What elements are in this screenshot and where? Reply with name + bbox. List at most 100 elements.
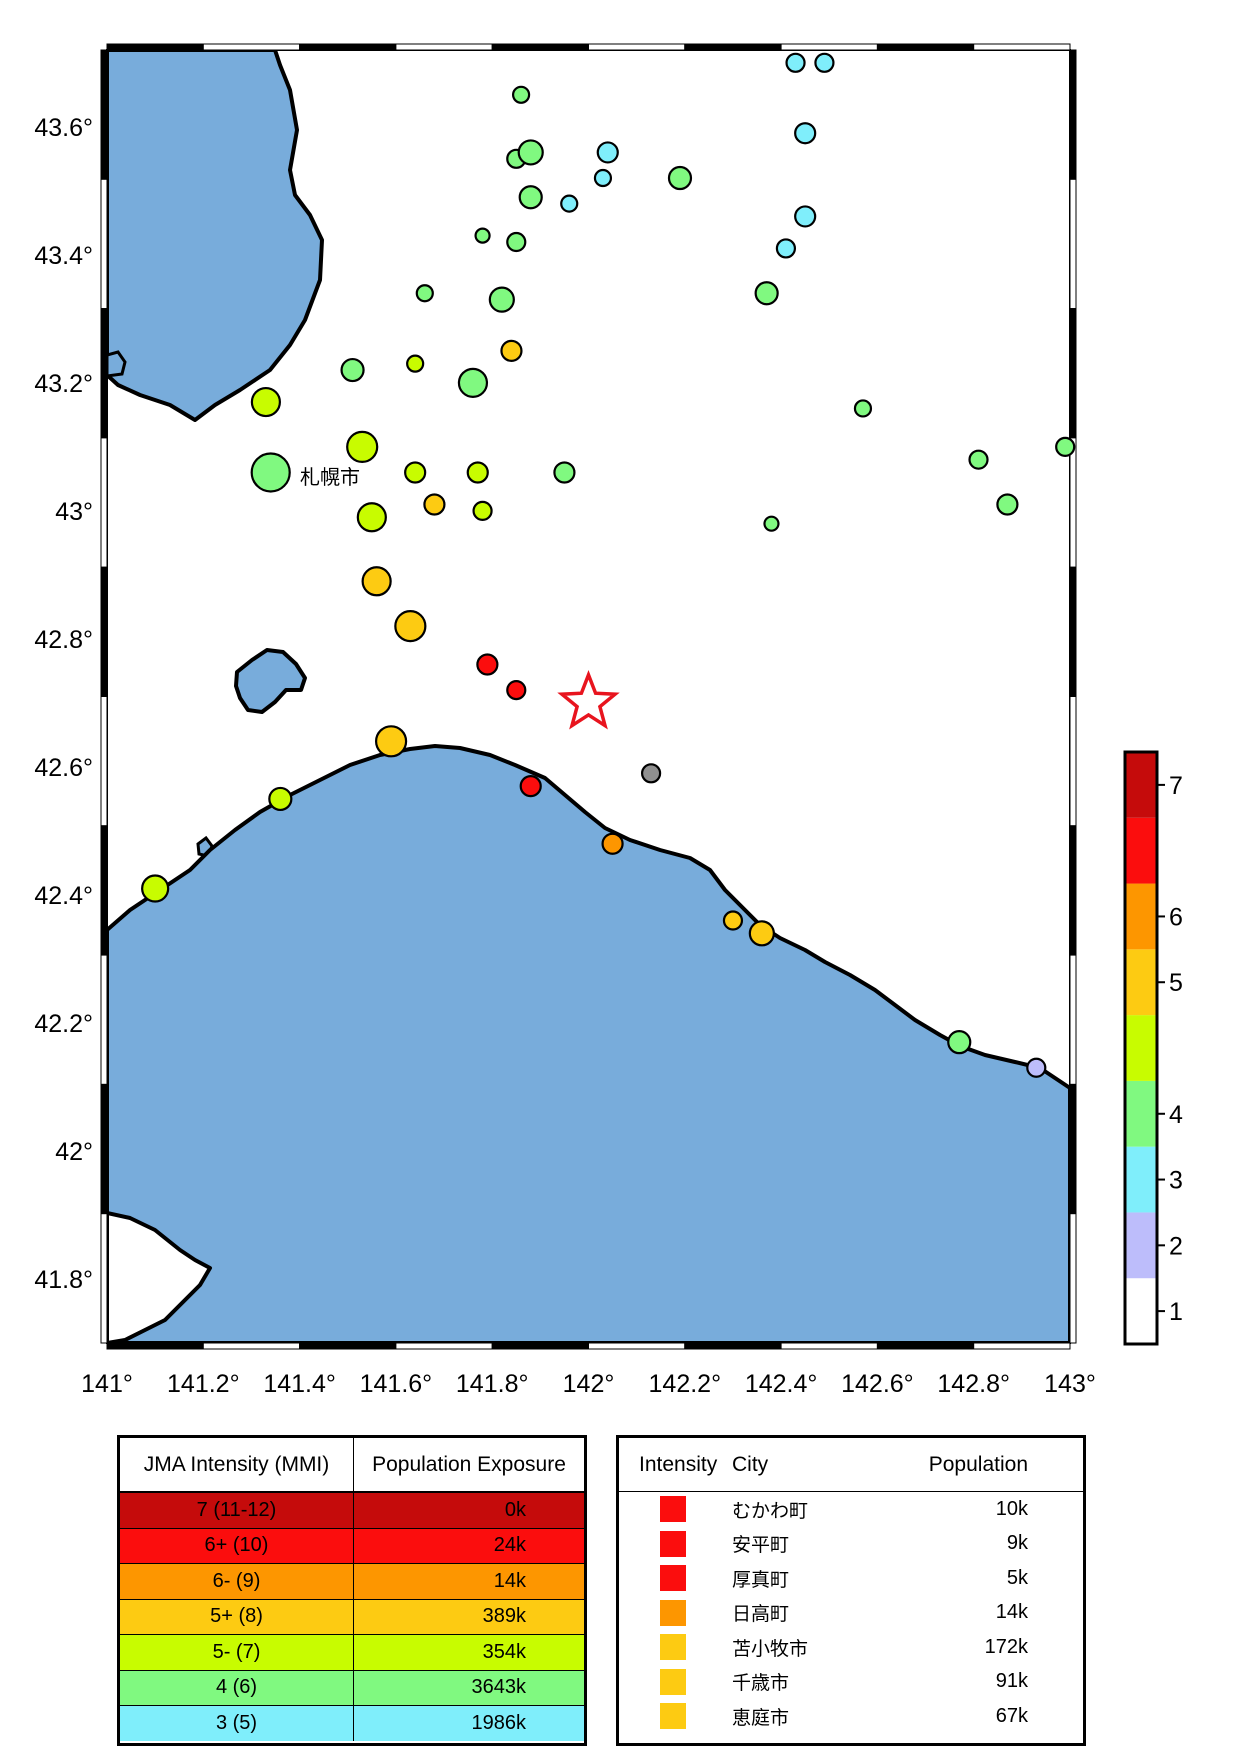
station-marker — [667, 165, 693, 191]
exposure-intensity: 5- (7) — [120, 1635, 354, 1670]
station-marker — [500, 339, 523, 362]
exposure-intensity: 3 (5) — [120, 1706, 354, 1741]
station-marker — [394, 609, 427, 643]
station-marker — [814, 52, 835, 73]
exposure-row: 5- (7) 354k — [120, 1635, 584, 1671]
colorbar-segment — [1125, 949, 1157, 1016]
lat-tick-label: 42.4° — [34, 882, 93, 910]
exposure-intensity: 6- (9) — [120, 1564, 354, 1599]
intensity-swatch — [659, 1530, 686, 1557]
station-marker — [457, 367, 489, 398]
lon-tick-label: 142.6° — [841, 1370, 914, 1398]
frame-tick-left — [100, 437, 108, 568]
colorbar-segment — [1125, 1278, 1157, 1344]
station-marker — [506, 679, 527, 701]
city-population: 91k — [995, 1670, 1028, 1693]
frame-tick-bottom — [299, 1342, 397, 1350]
frame-tick-top — [491, 43, 590, 51]
station-marker — [968, 449, 989, 470]
map-body — [107, 50, 1070, 1343]
headland-southwest — [107, 1211, 212, 1343]
frame-tick-top — [973, 43, 1071, 51]
exposure-population: 3643k — [471, 1676, 527, 1699]
ishikari-bay — [107, 50, 324, 422]
lat-tick-label: 43.2° — [34, 370, 93, 398]
station-marker — [374, 725, 408, 758]
lon-tick-label: 141.4° — [263, 1370, 336, 1398]
frame-ticks — [100, 43, 1077, 1350]
exposure-intensity: 7 (11-12) — [120, 1493, 354, 1528]
station-marker — [361, 566, 392, 597]
lon-tick-label: 142.8° — [937, 1370, 1010, 1398]
station-marker — [268, 786, 293, 812]
station-marker — [511, 85, 531, 104]
frame-tick-top — [588, 43, 686, 51]
colorbar-frame — [1123, 750, 1159, 1346]
city-name-header: City — [732, 1452, 769, 1476]
station-marker — [775, 238, 797, 259]
station-marker — [250, 452, 291, 493]
station-marker — [1055, 436, 1076, 457]
lon-tick-label: 141.6° — [360, 1370, 433, 1398]
islet-west — [107, 350, 127, 378]
frame-tick-right — [1069, 178, 1077, 310]
exposure-intensity: 5+ (8) — [120, 1599, 354, 1634]
lon-tick-label: 141.8° — [456, 1370, 529, 1398]
station-marker — [785, 52, 806, 73]
frame-tick-top — [780, 43, 878, 51]
station-marker — [794, 122, 817, 145]
colorbar-segment — [1125, 817, 1157, 884]
lat-tick-label: 42.6° — [34, 754, 93, 782]
station-marker — [141, 874, 170, 903]
lat-tick-label: 41.8° — [34, 1266, 93, 1294]
frame-tick-right — [1069, 49, 1077, 180]
frame-tick-left — [100, 954, 108, 1085]
city-population: 5k — [1006, 1566, 1028, 1589]
station-marker — [415, 284, 434, 303]
frame-tick-bottom — [491, 1342, 590, 1350]
frame-tick-left — [100, 308, 108, 439]
station-marker — [423, 493, 446, 516]
exposure-table-header: JMA Intensity (MMI) Population Exposure — [120, 1438, 584, 1493]
station-marker — [722, 910, 744, 931]
frame-tick-left — [100, 1083, 108, 1215]
city-population: 67k — [995, 1704, 1028, 1727]
station-marker — [346, 430, 379, 463]
station-marker — [474, 227, 491, 244]
lat-tick-label: 43° — [55, 498, 93, 526]
population-exposure-header: Population Exposure — [372, 1452, 566, 1476]
city-table: Intensity City Population むかわ町 10k 安平町 9k 厚真… — [616, 1435, 1086, 1746]
station-marker — [406, 354, 425, 373]
city-row: 安平町 9k — [619, 1527, 1083, 1562]
city-name: むかわ町 — [732, 1499, 809, 1522]
frame-tick-bottom — [202, 1342, 301, 1350]
lon-tick-label: 143° — [1044, 1370, 1096, 1398]
city-population: 9k — [1006, 1532, 1028, 1555]
station-marker — [404, 461, 427, 484]
frame-tick-bottom — [395, 1342, 493, 1350]
lat-tick-label: 42° — [55, 1138, 93, 1166]
exposure-population: 389k — [482, 1605, 526, 1628]
city-intensity-header: Intensity — [639, 1452, 718, 1476]
colorbar-segment — [1125, 1212, 1157, 1279]
exposure-row: 4 (6) 3643k — [120, 1670, 584, 1706]
city-row: 日高町 14k — [619, 1596, 1083, 1631]
station-marker — [763, 515, 780, 532]
station-marker — [596, 141, 619, 164]
colorbar-label: 6 — [1169, 903, 1183, 931]
exposure-intensity: 6+ (10) — [120, 1528, 354, 1563]
intensity-header: JMA Intensity (MMI) — [120, 1438, 354, 1491]
frame-tick-left — [100, 49, 108, 180]
exposure-population: 1986k — [471, 1711, 527, 1734]
exposure-row: 3 (5) 1986k — [120, 1706, 584, 1741]
intensity-swatch — [659, 1565, 686, 1592]
frame-tick-left — [100, 825, 108, 956]
city-population-header: Population — [928, 1452, 1028, 1476]
station-marker — [996, 493, 1019, 516]
intensity-colorbar: 1 2 3 4 5 6 7 — [1123, 750, 1183, 1346]
lon-tick-label: 141° — [81, 1370, 133, 1398]
station-marker — [853, 399, 873, 418]
exposure-row: 6- (9) 14k — [120, 1564, 584, 1600]
frame-tick-bottom — [106, 1342, 204, 1350]
